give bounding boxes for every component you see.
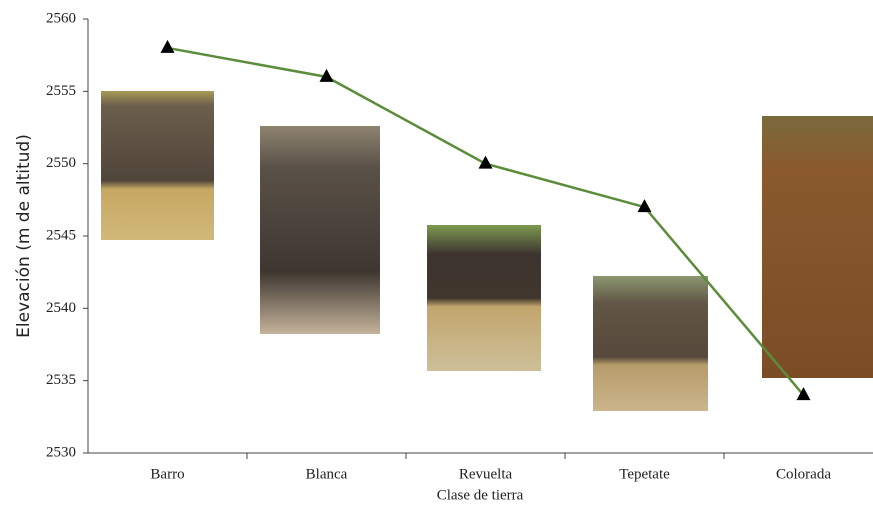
photo: [593, 276, 708, 411]
y-tick-label: 2535: [46, 372, 76, 388]
soil-photos: [101, 91, 873, 411]
y-tick-label: 2550: [46, 155, 76, 171]
marker: [637, 199, 652, 213]
photo: [260, 126, 380, 334]
y-tick-label: 2560: [46, 10, 76, 26]
photo: [101, 91, 214, 240]
y-tick-label: 2555: [46, 83, 76, 99]
category-dividers: [246, 453, 725, 459]
marker: [796, 387, 811, 401]
x-tick-label: Barro: [150, 466, 184, 482]
photo: [762, 116, 873, 378]
photo: [427, 225, 541, 371]
y-tick-label: 2540: [46, 300, 76, 316]
marker: [160, 39, 175, 53]
y-tick-label: 2545: [46, 227, 76, 243]
marker: [319, 68, 334, 82]
y-axis-title: Elevación (m de altitud): [14, 134, 34, 338]
x-tick-label: Colorada: [776, 466, 831, 482]
x-tick-label: Tepetate: [619, 466, 670, 482]
x-tick-label: Blanca: [306, 466, 348, 482]
marker: [478, 155, 493, 169]
x-tick-label: Revuelta: [459, 466, 513, 482]
x-axis-title: Clase de tierra: [437, 487, 524, 503]
y-tick-label: 2530: [46, 444, 76, 460]
